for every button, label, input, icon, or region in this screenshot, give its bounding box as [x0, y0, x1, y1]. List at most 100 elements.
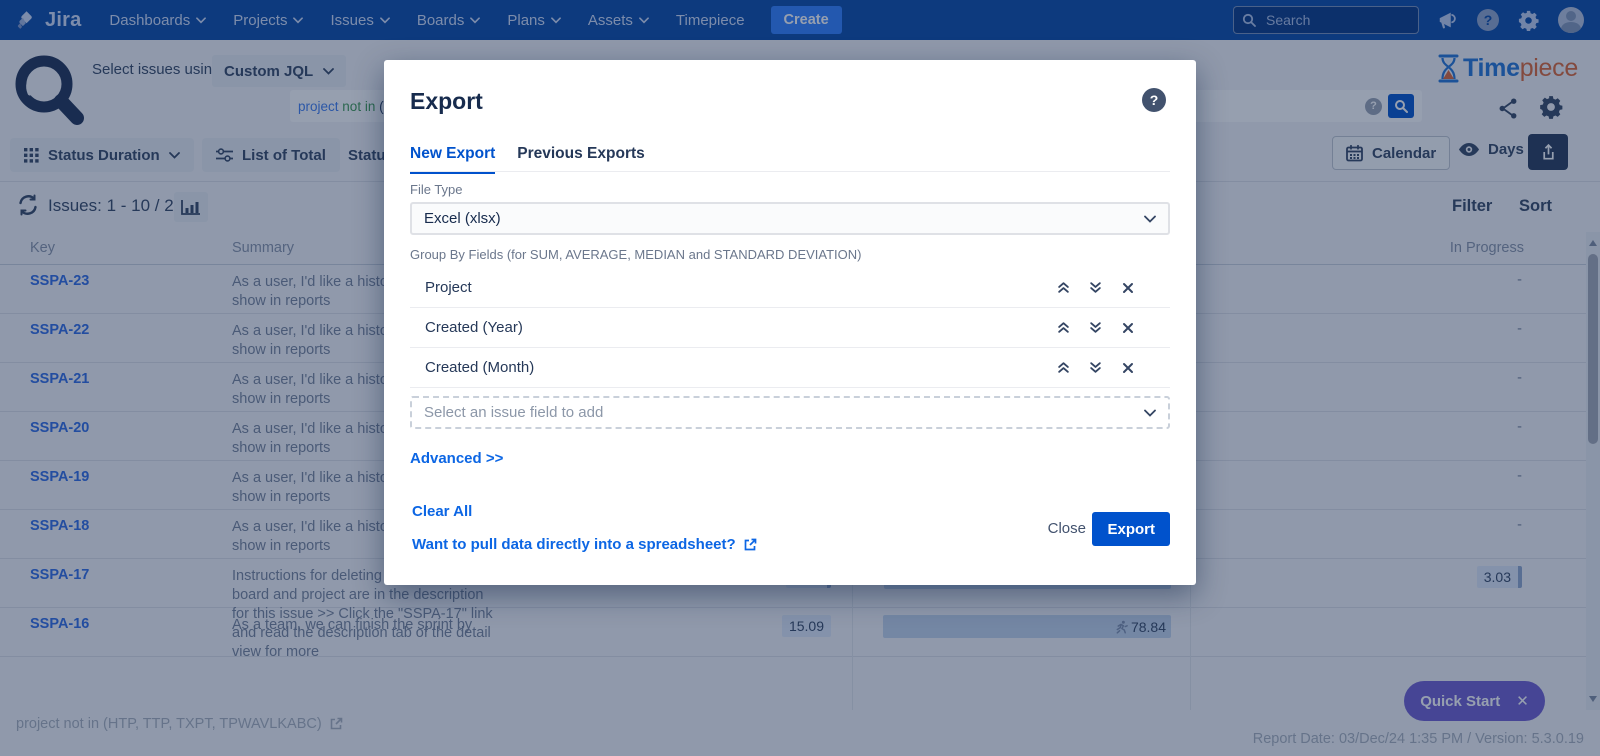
search-input[interactable] [1264, 11, 1388, 29]
spreadsheet-link[interactable]: Want to pull data directly into a spread… [412, 536, 757, 553]
advanced-link[interactable]: Advanced >> [410, 450, 504, 467]
jql-search-button[interactable] [1388, 94, 1414, 118]
footer-jql: project not in (HTP, TTP, TXPT, TPWAVLKA… [16, 716, 343, 732]
navbar-right: ? [1233, 6, 1584, 34]
page-settings-gear-icon[interactable] [1538, 94, 1564, 120]
add-field-select[interactable]: Select an issue field to add [410, 396, 1170, 429]
dialog-help-icon[interactable]: ? [1142, 88, 1166, 112]
nav-item-assets[interactable]: Assets [588, 12, 649, 29]
user-avatar[interactable] [1558, 7, 1584, 33]
add-field-placeholder: Select an issue field to add [424, 404, 604, 421]
quick-start-close-icon[interactable]: ✕ [1516, 693, 1529, 710]
nav-item-label: Dashboards [109, 11, 191, 29]
nav-item-projects[interactable]: Projects [233, 11, 304, 29]
issue-summary: As a team, we can finish the sprint by [232, 617, 473, 633]
settings-gear-icon[interactable] [1517, 9, 1540, 32]
external-link-icon[interactable] [329, 717, 343, 731]
issue-key-link[interactable]: SSPA-17 [30, 567, 90, 583]
duration-bar: 78.84 [883, 615, 1171, 638]
issue-key-link[interactable]: SSPA-21 [30, 371, 90, 387]
quick-start-label: Quick Start [1420, 692, 1501, 710]
table-row: SSPA-16 As a team, we can finish the spri… [0, 608, 1586, 657]
clear-all-link[interactable]: Clear All [412, 503, 473, 520]
scrollbar-thumb[interactable] [1588, 254, 1598, 444]
nav-item-dashboards[interactable]: Dashboards [109, 11, 207, 29]
sort-button[interactable]: Sort [1519, 197, 1552, 215]
announcements-icon[interactable] [1437, 9, 1459, 31]
column-header-summary[interactable]: Summary [232, 240, 295, 256]
nav-item-issues[interactable]: Issues [330, 12, 390, 29]
jql-help-icon[interactable]: ? [1365, 97, 1382, 115]
issues-count: Issues: 1 - 10 / 237 [48, 196, 193, 215]
nav-item-timepiece[interactable]: Timepiece [676, 12, 745, 29]
group-field-row: Project [410, 268, 1170, 308]
group-by-label: Group By Fields (for SUM, AVERAGE, MEDIA… [410, 247, 862, 262]
issue-key-link[interactable]: SSPA-19 [30, 469, 90, 485]
help-icon[interactable]: ? [1477, 9, 1499, 31]
remove-field-icon[interactable] [1122, 362, 1134, 374]
share-icon[interactable] [1496, 96, 1521, 121]
remove-field-icon[interactable] [1122, 282, 1134, 294]
chevron-down-icon [550, 16, 561, 24]
scrollbar-down-arrow[interactable] [1589, 696, 1597, 702]
top-navbar: Jira Dashboards Projects Issues Boards Plans… [0, 0, 1600, 40]
nav-item-boards[interactable]: Boards [417, 12, 481, 29]
jira-brand-text: Jira [45, 8, 82, 31]
query-mode-dropdown[interactable]: Custom JQL [212, 55, 347, 87]
timepiece-search-logo [10, 50, 90, 136]
nav-item-label: Timepiece [675, 11, 745, 29]
issue-summary: As a user, I'd like a historic show in r… [232, 372, 404, 407]
timepiece-brand-piece: piece [1519, 54, 1579, 82]
issue-key-link[interactable]: SSPA-22 [30, 322, 90, 338]
file-type-select[interactable]: Excel (xlsx) [410, 202, 1170, 235]
view-list-of-total-button[interactable]: List of Total [202, 138, 340, 172]
chart-view-button[interactable] [174, 192, 208, 222]
group-field-label: Created (Year) [425, 319, 523, 336]
in-progress-value: 3.03 [1476, 566, 1522, 588]
tabs-divider [410, 171, 1170, 172]
refresh-icon[interactable] [16, 193, 40, 217]
issue-key-link[interactable]: SSPA-20 [30, 420, 90, 436]
move-down-icon[interactable] [1089, 361, 1102, 374]
view-status-button[interactable]: Statu [348, 147, 386, 164]
move-up-icon[interactable] [1057, 361, 1070, 374]
tab-previous-exports[interactable]: Previous Exports [517, 145, 645, 162]
tab-new-export[interactable]: New Export [410, 145, 496, 174]
sliders-icon [216, 148, 233, 162]
create-button[interactable]: Create [770, 6, 842, 34]
filter-button[interactable]: Filter [1452, 197, 1493, 215]
calendar-button[interactable]: Calendar [1332, 136, 1451, 170]
issue-key-link[interactable]: SSPA-18 [30, 518, 90, 534]
days-toggle[interactable]: Days [1458, 141, 1524, 158]
move-up-icon[interactable] [1057, 281, 1070, 294]
grid-icon [24, 147, 39, 163]
move-down-icon[interactable] [1089, 321, 1102, 334]
global-search[interactable] [1233, 6, 1419, 34]
jira-logo[interactable]: Jira [16, 9, 81, 32]
export-button[interactable]: Export [1092, 512, 1170, 546]
nav-item-label: Projects [233, 11, 288, 29]
view-status-duration-button[interactable]: Status Duration [10, 138, 194, 172]
remove-field-icon[interactable] [1122, 322, 1134, 334]
in-progress-cell: - [1517, 370, 1522, 386]
table-scrollbar[interactable] [1586, 232, 1600, 710]
calendar-button-label: Calendar [1372, 144, 1437, 162]
duration-cell: 15.09 [701, 615, 831, 637]
column-header-key[interactable]: Key [30, 240, 55, 256]
nav-item-plans[interactable]: Plans [507, 12, 561, 29]
scrollbar-up-arrow[interactable] [1589, 240, 1597, 246]
nav-item-label: Assets [587, 11, 633, 29]
quick-start-button[interactable]: Quick Start ✕ [1404, 681, 1545, 721]
chevron-down-icon [1144, 215, 1156, 223]
move-down-icon[interactable] [1089, 281, 1102, 294]
search-icon [1242, 13, 1256, 27]
export-report-button[interactable] [1528, 134, 1568, 170]
close-button[interactable]: Close [1047, 520, 1086, 537]
timepiece-brand-time: Time [1463, 54, 1520, 82]
issue-key-link[interactable]: SSPA-23 [30, 273, 90, 289]
move-up-icon[interactable] [1057, 321, 1070, 334]
issue-key-link[interactable]: SSPA-16 [30, 616, 90, 632]
column-header-in-progress[interactable]: In Progress [1449, 240, 1524, 256]
eye-icon [1458, 142, 1480, 157]
